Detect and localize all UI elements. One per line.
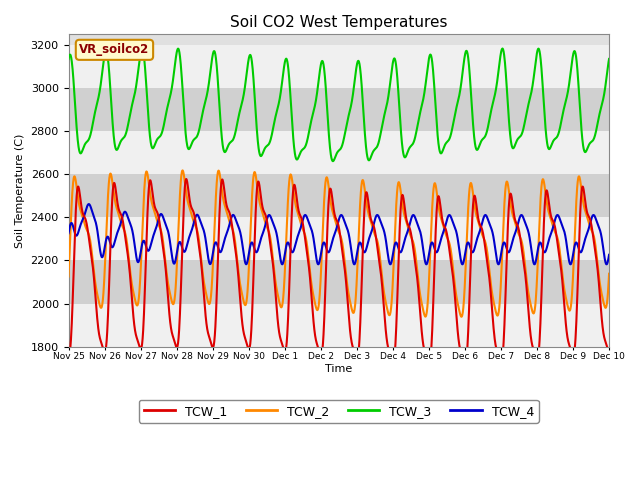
TCW_2 (458, 314, 465, 320)
Bar (68, 88, 609, 131)
TCW_3 (590, 136, 598, 142)
Bar (68, 131, 609, 174)
TCW_4 (314, 260, 321, 265)
TCW_4 (605, 252, 613, 258)
TCW_3 (314, 88, 321, 94)
Bar (68, 303, 609, 347)
TCW_3 (590, 136, 598, 142)
Bar (68, 261, 609, 303)
Bar (68, 45, 609, 88)
Line: TCW_2: TCW_2 (68, 170, 609, 317)
Bar (68, 217, 609, 261)
TCW_1 (65, 353, 72, 359)
TCW_2 (590, 234, 598, 240)
TCW_1 (328, 191, 335, 196)
X-axis label: Time: Time (325, 364, 353, 374)
TCW_4 (590, 212, 598, 218)
Line: TCW_1: TCW_1 (68, 179, 609, 364)
Line: TCW_3: TCW_3 (68, 48, 609, 161)
Bar (68, 174, 609, 217)
TCW_1 (92, 302, 100, 308)
TCW_1 (605, 349, 613, 355)
TCW_3 (65, 56, 72, 62)
Legend: TCW_1, TCW_2, TCW_3, TCW_4: TCW_1, TCW_2, TCW_3, TCW_4 (139, 400, 539, 423)
TCW_3 (328, 156, 335, 162)
TCW_3 (605, 56, 613, 62)
TCW_2 (605, 271, 613, 276)
TCW_4 (93, 222, 100, 228)
TCW_2 (491, 304, 499, 310)
TCW_1 (425, 361, 433, 367)
Title: Soil CO2 West Temperatures: Soil CO2 West Temperatures (230, 15, 447, 30)
TCW_1 (182, 176, 190, 182)
TCW_1 (590, 237, 598, 243)
TCW_1 (590, 239, 598, 245)
Y-axis label: Soil Temperature (C): Soil Temperature (C) (15, 133, 25, 248)
TCW_2 (92, 285, 100, 291)
TCW_4 (387, 262, 394, 267)
Line: TCW_4: TCW_4 (68, 204, 609, 264)
TCW_2 (590, 233, 598, 239)
TCW_3 (491, 93, 499, 98)
TCW_4 (328, 241, 335, 247)
TCW_2 (328, 204, 335, 210)
TCW_4 (491, 242, 499, 248)
TCW_2 (179, 168, 186, 173)
TCW_4 (85, 201, 93, 207)
TCW_4 (65, 230, 72, 236)
TCW_3 (138, 46, 146, 51)
TCW_3 (329, 158, 337, 164)
TCW_3 (92, 105, 100, 110)
TCW_2 (314, 307, 321, 313)
TCW_1 (491, 336, 499, 342)
TCW_2 (65, 274, 72, 279)
Text: VR_soilco2: VR_soilco2 (79, 43, 150, 56)
TCW_1 (314, 342, 321, 348)
TCW_4 (590, 212, 598, 218)
